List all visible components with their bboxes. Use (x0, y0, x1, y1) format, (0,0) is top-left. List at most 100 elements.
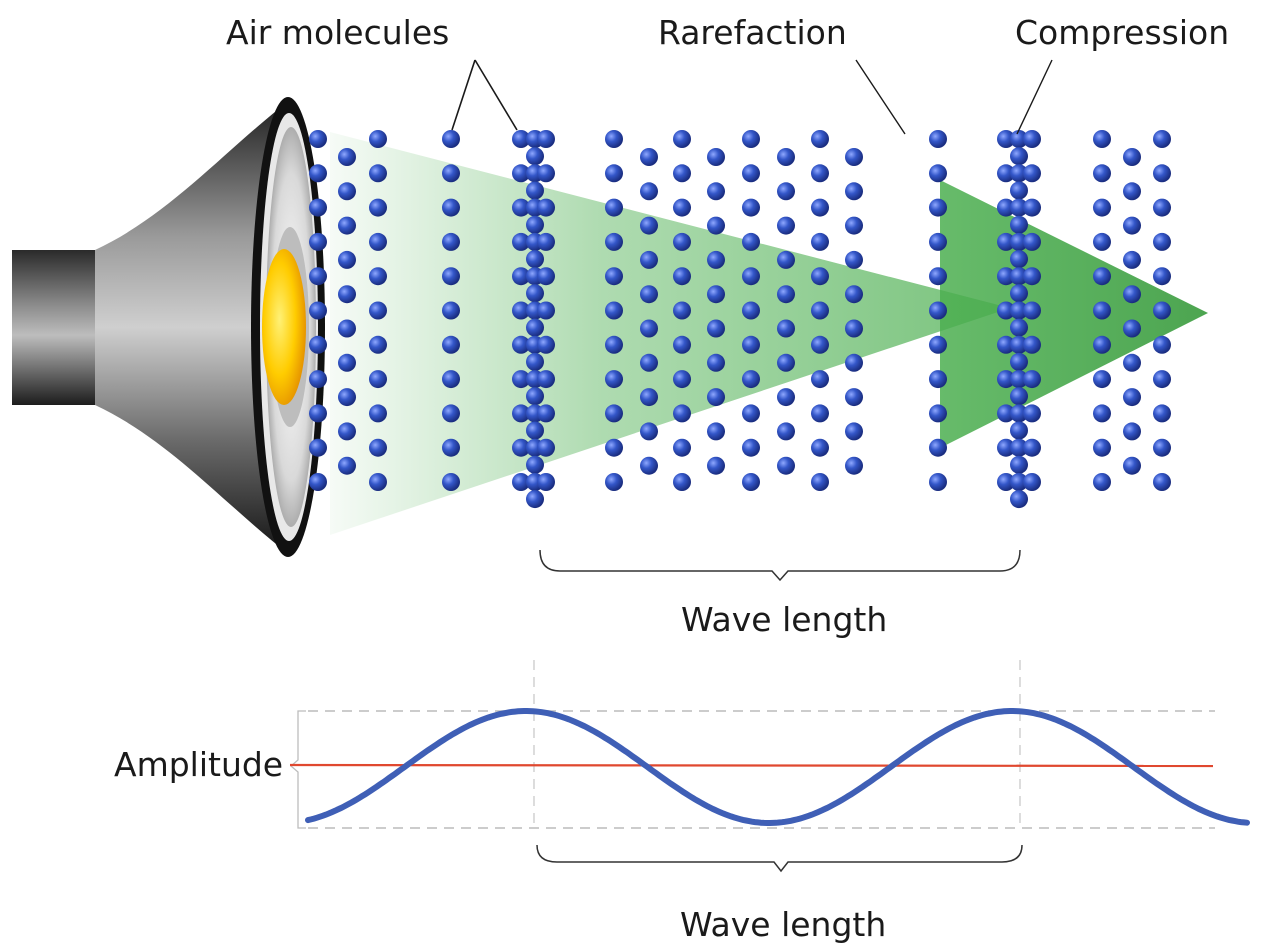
air-molecule (1093, 198, 1111, 217)
air-molecule (512, 198, 530, 217)
air-molecule (997, 130, 1015, 148)
air-molecule (673, 370, 691, 389)
air-molecule (338, 216, 356, 235)
air-molecule (605, 232, 623, 251)
air-molecule (1123, 353, 1141, 372)
air-molecule (309, 335, 327, 354)
air-molecule (442, 438, 460, 457)
air-molecule (707, 422, 725, 441)
air-molecule (707, 285, 725, 304)
air-molecule (442, 473, 460, 491)
air-molecule (512, 164, 530, 183)
amplitude-label: Amplitude (114, 745, 284, 784)
air-molecule (640, 216, 658, 235)
wave-length-brace-top (539, 549, 1021, 582)
air-molecule (1093, 473, 1111, 491)
air-molecule (442, 267, 460, 286)
air-molecule (811, 130, 829, 148)
air-molecule (845, 388, 863, 407)
air-molecule (1010, 198, 1028, 217)
air-molecule (845, 456, 863, 475)
air-molecule (605, 198, 623, 217)
air-molecule (1123, 250, 1141, 269)
air-molecule (742, 438, 760, 457)
air-molecule (369, 130, 387, 148)
air-molecule (777, 319, 795, 338)
air-molecule (442, 301, 460, 320)
air-molecule (605, 404, 623, 423)
air-molecule (1153, 370, 1171, 389)
air-molecule (512, 301, 530, 320)
air-molecule (811, 164, 829, 183)
air-molecule (1153, 267, 1171, 286)
air-molecule (526, 455, 544, 474)
air-molecule (673, 335, 691, 354)
air-molecule (442, 404, 460, 423)
air-molecule (707, 456, 725, 475)
air-molecule (640, 456, 658, 475)
air-molecule (338, 422, 356, 441)
air-molecule (605, 438, 623, 457)
air-molecule (1010, 370, 1028, 389)
air-molecule (1093, 130, 1111, 148)
air-molecule (537, 267, 555, 286)
wave-length-brace-bottom (536, 844, 1023, 873)
air-molecule (845, 285, 863, 304)
air-molecule (537, 198, 555, 217)
air-molecule (1093, 370, 1111, 389)
air-molecule (777, 422, 795, 441)
air-molecule (929, 198, 947, 217)
air-molecule (997, 473, 1015, 491)
air-molecule (526, 284, 544, 303)
air-molecule (777, 388, 795, 407)
air-molecule (673, 198, 691, 217)
air-molecule (742, 370, 760, 389)
air-molecule (309, 438, 327, 457)
air-molecule (640, 285, 658, 304)
air-molecule (512, 130, 530, 148)
air-molecule (742, 164, 760, 183)
air-molecule (1010, 267, 1028, 286)
air-molecule (845, 422, 863, 441)
wave-length-label-top: Wave length (681, 600, 888, 639)
air-molecule (845, 319, 863, 338)
air-molecule (673, 301, 691, 320)
air-molecule (997, 301, 1015, 320)
air-molecule (442, 370, 460, 389)
air-molecule (309, 164, 327, 183)
air-molecule (1153, 438, 1171, 457)
air-molecule (512, 473, 530, 491)
air-molecule (369, 164, 387, 183)
air-molecule (811, 404, 829, 423)
air-molecule (1093, 301, 1111, 320)
air-molecule (640, 182, 658, 201)
air-molecule (338, 148, 356, 166)
air-molecule (929, 164, 947, 183)
air-molecule (1153, 130, 1171, 148)
air-molecule (707, 388, 725, 407)
air-molecule (512, 335, 530, 354)
air-molecule (640, 388, 658, 407)
air-molecule (811, 267, 829, 286)
air-molecule (1010, 404, 1028, 423)
air-molecule (338, 285, 356, 304)
air-molecule (512, 232, 530, 251)
air-molecule (1123, 182, 1141, 201)
air-molecule (537, 473, 555, 491)
air-molecule (673, 232, 691, 251)
loudspeaker-icon (12, 97, 325, 557)
air-molecule (997, 198, 1015, 217)
air-molecule (929, 232, 947, 251)
air-molecule (512, 404, 530, 423)
air-molecule (605, 473, 623, 491)
air-molecule (929, 370, 947, 389)
air-molecule (1010, 250, 1028, 269)
air-molecule (640, 422, 658, 441)
air-molecule (369, 370, 387, 389)
air-molecule (1123, 422, 1141, 441)
air-molecule (309, 130, 327, 148)
air-molecule (929, 473, 947, 491)
air-molecule (777, 148, 795, 166)
air-molecule (640, 353, 658, 372)
